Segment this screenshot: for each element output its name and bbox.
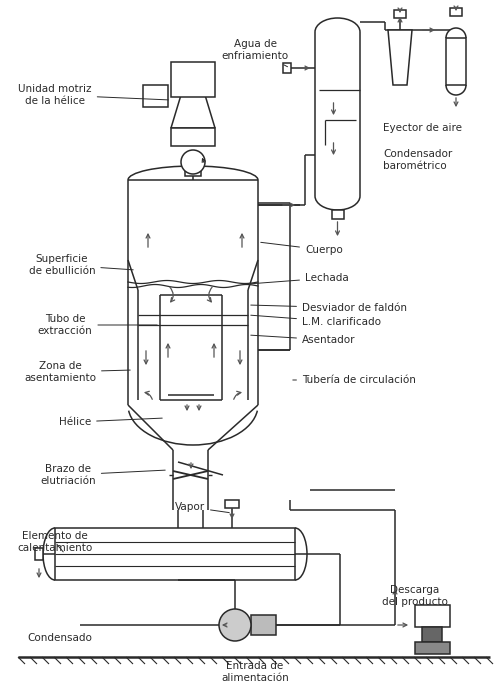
Bar (171, 62, 215, 97)
Circle shape (219, 609, 251, 641)
Text: Unidad motriz
de la hélice: Unidad motriz de la hélice (18, 84, 168, 106)
Bar (225, 500, 239, 508)
Text: Asentador: Asentador (251, 335, 356, 345)
Bar (394, 10, 406, 18)
Bar (55, 528, 295, 580)
Bar (332, 210, 344, 219)
Text: Desviador de faldón: Desviador de faldón (251, 303, 407, 313)
Text: Condensado: Condensado (28, 633, 92, 643)
Bar (185, 168, 201, 176)
Bar (415, 642, 450, 654)
Text: L.M. clarificado: L.M. clarificado (251, 315, 381, 327)
Text: Entrada de
alimentación: Entrada de alimentación (221, 661, 289, 683)
Text: Tubería de circulación: Tubería de circulación (293, 375, 416, 385)
Bar (171, 128, 215, 146)
Text: Cuerpo: Cuerpo (261, 242, 343, 255)
Text: Eyector de aire: Eyector de aire (383, 123, 462, 133)
Bar (143, 85, 168, 107)
Polygon shape (388, 30, 412, 85)
Text: Zona de
asentamiento: Zona de asentamiento (24, 361, 130, 383)
Text: Vapor: Vapor (175, 502, 230, 513)
Bar (446, 38, 466, 85)
Text: Lechada: Lechada (251, 273, 349, 284)
Text: Agua de
enfriamiento: Agua de enfriamiento (222, 39, 288, 67)
Bar (450, 8, 462, 16)
Text: Hélice: Hélice (59, 417, 162, 427)
Circle shape (181, 150, 205, 174)
Bar (283, 63, 291, 73)
Text: Superficie
de ebullición: Superficie de ebullición (28, 254, 133, 276)
Text: Elemento de
calentamiento: Elemento de calentamiento (18, 531, 92, 553)
Bar (251, 615, 276, 635)
Polygon shape (171, 95, 215, 128)
Bar (35, 548, 43, 560)
Text: Tubo de
extracción: Tubo de extracción (38, 314, 157, 336)
Text: Brazo de
elutriación: Brazo de elutriación (40, 464, 165, 486)
Text: Condensador
barométrico: Condensador barométrico (383, 149, 452, 171)
Bar (422, 627, 442, 642)
Bar (415, 605, 450, 627)
Text: Descarga
del producto: Descarga del producto (382, 585, 448, 607)
